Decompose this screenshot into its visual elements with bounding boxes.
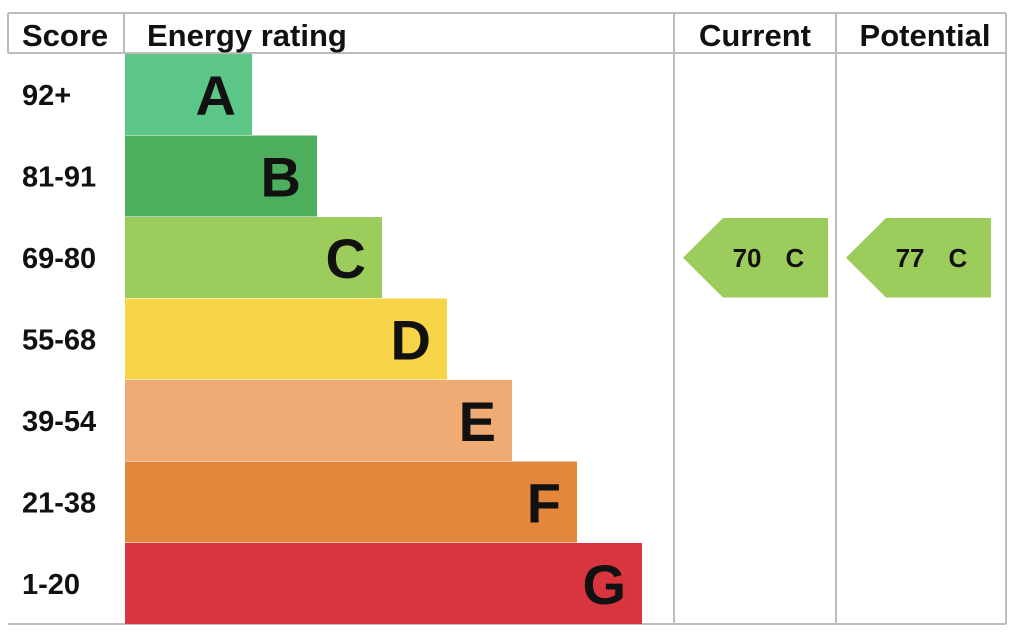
band-bar-c	[125, 217, 382, 298]
current-rating-arrow	[683, 218, 828, 298]
rating-bands: A 92+ B 81-91 C 69-80 D 55-68 E 39-54 F 21-38 G 1-20	[22, 54, 642, 624]
band-bar-f	[125, 461, 577, 543]
band-letter-g: G	[582, 553, 626, 616]
score-range-f: 21-38	[22, 487, 96, 519]
band-letter-d: D	[391, 308, 431, 371]
band-letter-a: A	[196, 64, 236, 127]
potential-rating-band: C	[949, 243, 968, 273]
header-score: Score	[22, 18, 108, 53]
band-bar-a	[125, 54, 252, 135]
band-bar-e	[125, 380, 512, 461]
score-range-e: 39-54	[22, 406, 96, 438]
score-range-c: 69-80	[22, 243, 96, 275]
rating-arrows: 70 C 77 C	[683, 218, 991, 298]
band-letter-e: E	[459, 390, 496, 453]
header-potential: Potential	[860, 18, 991, 53]
band-bar-g	[125, 543, 642, 624]
band-letter-f: F	[527, 471, 561, 534]
band-letter-c: C	[326, 227, 366, 290]
score-range-g: 1-20	[22, 569, 80, 601]
potential-rating-arrow	[846, 218, 991, 298]
score-range-b: 81-91	[22, 161, 96, 193]
header-energy-rating: Energy rating	[147, 18, 347, 53]
current-rating-score: 70	[733, 243, 762, 273]
score-range-a: 92+	[22, 80, 71, 112]
potential-rating-score: 77	[896, 243, 925, 273]
score-range-d: 55-68	[22, 324, 96, 356]
band-bar-b	[125, 135, 317, 217]
band-bar-d	[125, 298, 447, 380]
current-rating-band: C	[786, 243, 805, 273]
band-letter-b: B	[261, 145, 301, 208]
header-current: Current	[699, 18, 811, 53]
